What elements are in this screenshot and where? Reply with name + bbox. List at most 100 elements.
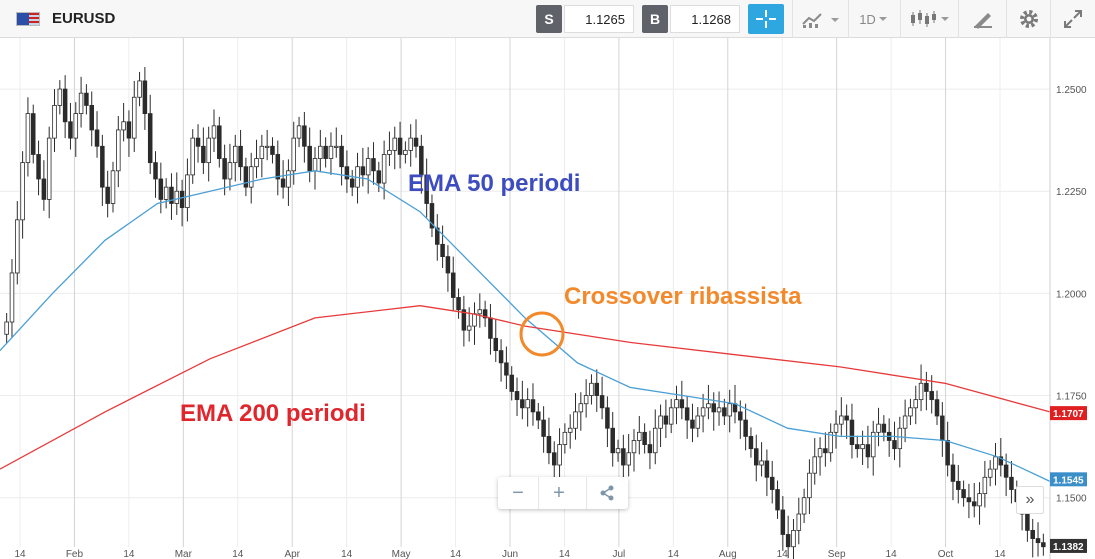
candle-body (679, 399, 685, 409)
x-tick-label: 14 (777, 549, 789, 559)
crosshair-icon[interactable] (748, 4, 784, 34)
candle-body (78, 92, 84, 114)
y-tick-label: 1.1500 (1056, 494, 1087, 505)
ema-line (0, 305, 1051, 470)
candle-body (605, 407, 610, 429)
candle-body (435, 227, 440, 245)
candle-body (562, 431, 568, 445)
candle-body (520, 399, 525, 409)
candle-body (206, 137, 211, 164)
candle-body (456, 297, 461, 311)
chart-grid (0, 38, 1050, 547)
x-tick-label: 14 (123, 549, 135, 559)
candle-body (36, 154, 41, 180)
candle-body (658, 415, 663, 429)
candle-body (982, 476, 988, 495)
settings-button[interactable] (1006, 0, 1050, 38)
candle-body (195, 137, 201, 147)
candle-body (153, 162, 158, 180)
candle-body (791, 529, 796, 548)
timeframe-select[interactable]: 1D (848, 0, 900, 38)
drawing-icon (973, 13, 992, 29)
candle-body (876, 423, 881, 433)
candle-body (307, 145, 312, 172)
buy-price[interactable]: 1.1268 (670, 5, 740, 33)
share-button[interactable] (586, 477, 627, 509)
y-tick-label: 1.2500 (1056, 85, 1087, 96)
fullscreen-button[interactable] (1050, 0, 1095, 38)
buy-badge[interactable]: B (642, 5, 668, 33)
share-icon (600, 485, 614, 501)
price-label-text: 1.1382 (1053, 542, 1084, 553)
candle-body (450, 272, 456, 298)
zoom-out-button[interactable]: − (512, 481, 524, 504)
x-tick-label: 14 (232, 549, 244, 559)
candle-body (9, 272, 15, 323)
candle-body (227, 162, 233, 180)
candle-body (89, 105, 94, 131)
candle-body (647, 444, 653, 454)
x-tick-label: Mar (175, 549, 193, 559)
candle-body (940, 415, 945, 441)
candle-body (504, 362, 509, 376)
chart-toolbar: EURUSD S 1.1265 B 1.1268 1D (0, 0, 1095, 38)
candle-body (121, 121, 126, 131)
x-tick-label: 14 (559, 549, 571, 559)
x-tick-label: 14 (994, 549, 1006, 559)
candle-body (950, 464, 956, 482)
drawing-button[interactable] (958, 0, 1006, 38)
price-label-text: 1.1545 (1053, 475, 1084, 486)
candle-body (668, 407, 674, 425)
x-tick-label: Jul (612, 549, 625, 559)
chart-type-button[interactable] (900, 0, 958, 38)
sell-badge[interactable]: S (536, 5, 562, 33)
candle-body (302, 125, 307, 147)
candle-body (137, 80, 142, 98)
candle-body (551, 452, 557, 466)
candle-body (116, 129, 121, 172)
zoom-in-button[interactable]: + (538, 477, 579, 509)
candle-body (918, 382, 924, 401)
instrument-symbol: EURUSD (52, 10, 116, 27)
price-label-box (1050, 538, 1087, 553)
candle-body (961, 489, 966, 499)
candle-body (403, 149, 408, 155)
candle-body (232, 145, 238, 164)
x-tick-label: Apr (284, 549, 300, 559)
candle-body (567, 427, 573, 433)
crossover-circle (519, 311, 565, 357)
candle-body (20, 162, 25, 221)
candle-body (387, 149, 392, 155)
timeframe-label: 1D (859, 11, 876, 27)
candle-body (190, 137, 195, 176)
candle-body (817, 448, 823, 458)
x-tick-label: Sep (828, 549, 846, 559)
candle-body (1030, 529, 1035, 539)
candle-body (626, 452, 631, 466)
candle-body (440, 243, 445, 258)
y-axis: 1.2500 1.2250 1.2000 1.1750 1.1500 (1056, 85, 1087, 505)
candle-body (865, 444, 871, 458)
candle-body (46, 137, 52, 200)
indicators-button[interactable] (792, 0, 848, 38)
ema200-annotation: EMA 200 periodi (180, 400, 366, 427)
candle-body (147, 113, 153, 164)
candle-body (578, 403, 584, 413)
candle-body (589, 382, 594, 396)
candle-body (956, 480, 961, 490)
candle-body (599, 395, 605, 409)
candle-body (844, 415, 849, 421)
candle-body (684, 407, 690, 421)
sell-price[interactable]: 1.1265 (564, 5, 634, 33)
eu-us-flag-icon (16, 12, 40, 26)
scroll-right-button[interactable]: » (1016, 486, 1044, 514)
candle-body (365, 158, 371, 176)
candle-body (445, 256, 451, 274)
candle-body (15, 219, 20, 274)
candle-body (945, 440, 950, 466)
chevron-down-icon (878, 17, 887, 21)
candle-body (408, 137, 413, 151)
candle-body (971, 501, 977, 507)
candle-body (525, 399, 530, 409)
candle-body (839, 415, 844, 425)
